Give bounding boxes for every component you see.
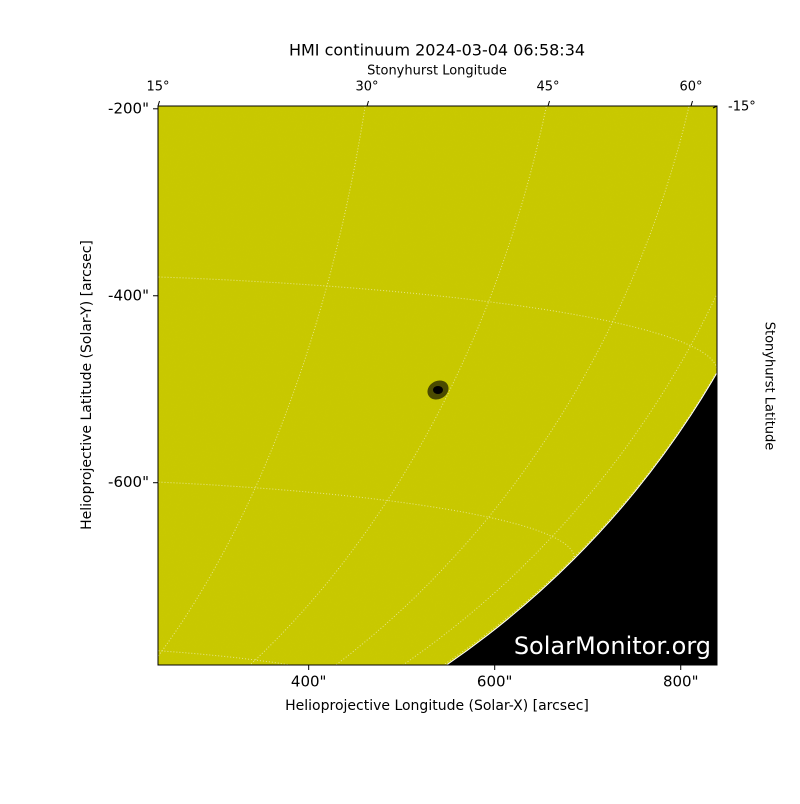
- y-tick-label: -600": [108, 473, 149, 491]
- x-axis-label: Helioprojective Longitude (Solar-X) [arc…: [285, 698, 589, 714]
- right-tick-label: -15°: [728, 100, 756, 115]
- grid-line: [0, 761, 170, 790]
- plot-frame: [157, 105, 718, 666]
- right-tick: [712, 105, 718, 109]
- y-tick-label: -200": [108, 99, 149, 117]
- grid-line: [249, 106, 547, 665]
- chart-title: HMI continuum 2024-03-04 06:58:34: [289, 41, 585, 60]
- x-tick-label: 600": [477, 673, 513, 691]
- top-tick: [157, 100, 160, 107]
- y-axis-label: Helioprojective Latitude (Solar-Y) [arcs…: [79, 240, 95, 530]
- x-tick-label: 800": [663, 673, 699, 691]
- x-tick-label: 400": [291, 673, 327, 691]
- top-tick: [690, 100, 693, 107]
- top-tick: [366, 100, 369, 107]
- right-axis-label: Stonyhurst Latitude: [762, 322, 777, 451]
- top-tick-label: 45°: [536, 80, 559, 95]
- watermark: SolarMonitor.org: [514, 632, 711, 660]
- top-axis-label: Stonyhurst Longitude: [367, 64, 507, 79]
- top-tick: [547, 100, 550, 107]
- top-tick-label: 15°: [146, 80, 169, 95]
- top-tick-label: 30°: [355, 80, 378, 95]
- sunspot-umbra: [433, 386, 443, 394]
- y-tick-label: -400": [108, 286, 149, 304]
- top-tick-label: 60°: [679, 80, 702, 95]
